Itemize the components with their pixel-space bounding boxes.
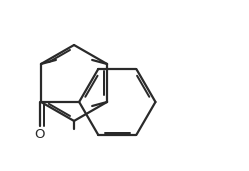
Text: O: O bbox=[35, 128, 45, 141]
